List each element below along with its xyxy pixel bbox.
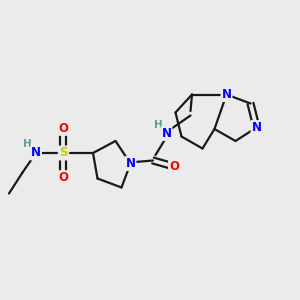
- Text: N: N: [31, 146, 41, 160]
- Text: N: N: [161, 127, 172, 140]
- Text: N: N: [221, 88, 232, 101]
- Text: N: N: [251, 121, 262, 134]
- Text: N: N: [125, 157, 136, 170]
- Text: H: H: [154, 120, 163, 130]
- Text: H: H: [23, 139, 32, 149]
- Text: S: S: [59, 146, 67, 160]
- Text: O: O: [58, 122, 68, 135]
- Text: O: O: [58, 171, 68, 184]
- Text: O: O: [169, 160, 179, 173]
